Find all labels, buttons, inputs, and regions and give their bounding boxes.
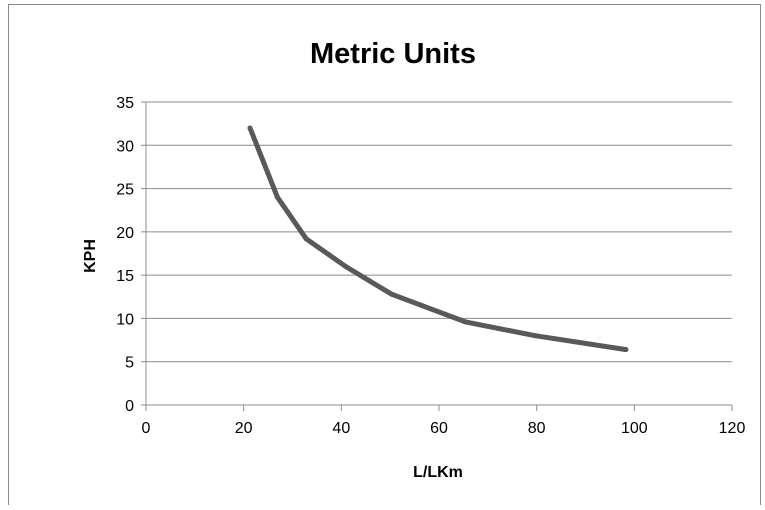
x-tick-label: 80 [528, 420, 546, 437]
data-point [247, 125, 253, 131]
y-tick-label: 10 [116, 311, 134, 328]
y-axis-label: KPH [82, 239, 99, 273]
data-point [303, 236, 309, 242]
data-point [462, 319, 468, 325]
y-tick-label: 20 [116, 225, 134, 242]
x-tick-label: 120 [719, 420, 746, 437]
x-tick-label: 40 [332, 420, 350, 437]
grid-layer [146, 101, 732, 363]
x-tick-label: 60 [430, 420, 448, 437]
data-point [389, 291, 395, 297]
series-layer [247, 125, 629, 353]
x-tick-label: 0 [142, 420, 151, 437]
data-point [274, 194, 280, 200]
chart-title: Metric Units [310, 38, 476, 70]
y-tick-label: 5 [125, 355, 134, 372]
x-tick-label: 100 [621, 420, 648, 437]
y-tick-label: 0 [125, 398, 134, 415]
chart-border [8, 4, 761, 510]
series-line [247, 127, 627, 353]
data-point [343, 263, 349, 269]
y-tick-label: 25 [116, 182, 134, 199]
axis-layer: 0 5 10 15 20 25 30 35 0 20 40 60 80 100 120 [116, 95, 745, 437]
data-point [623, 347, 629, 353]
data-point [532, 333, 538, 339]
y-tick-label: 30 [116, 138, 134, 155]
x-tick-label: 20 [235, 420, 253, 437]
y-tick-label: 35 [116, 95, 134, 112]
x-axis-label: L/LKm [413, 464, 463, 481]
y-tick-label: 15 [116, 268, 134, 285]
